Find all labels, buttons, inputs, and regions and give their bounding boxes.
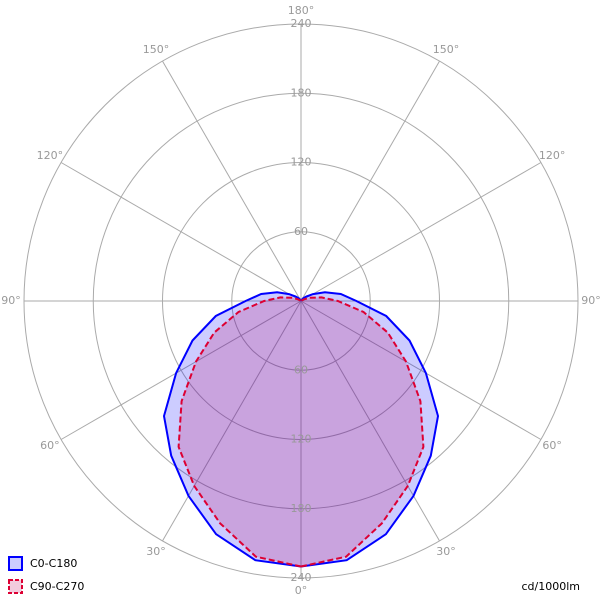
legend-swatch xyxy=(8,556,23,571)
spoke xyxy=(162,60,302,302)
area xyxy=(301,292,438,567)
spoke xyxy=(60,162,302,302)
ring-label: 240 xyxy=(291,17,312,30)
spoke xyxy=(300,60,440,302)
ring-label: 240 xyxy=(291,571,312,584)
angle-label: 120° xyxy=(37,149,64,162)
angle-label: 120° xyxy=(539,149,566,162)
angle-label: 30° xyxy=(436,545,456,558)
legend-label: C0-C180 xyxy=(30,557,77,570)
angle-label: 0° xyxy=(295,584,308,597)
curve xyxy=(162,291,302,568)
angle-label: 150° xyxy=(433,43,460,56)
angle-label: 60° xyxy=(542,439,562,452)
angle-label: 150° xyxy=(143,43,170,56)
angle-label: 60° xyxy=(40,439,60,452)
angle-label: 180° xyxy=(288,4,315,17)
spoke xyxy=(300,300,440,542)
spoke xyxy=(162,300,302,542)
spoke xyxy=(300,162,542,302)
ring-label: 120 xyxy=(291,156,312,169)
area xyxy=(301,297,424,567)
legend-label: C90-C270 xyxy=(30,580,84,593)
ring-label: 180 xyxy=(291,86,312,99)
spoke xyxy=(60,300,302,440)
curve xyxy=(177,296,302,568)
ring-label: 60 xyxy=(294,363,308,376)
ring-label: 60 xyxy=(294,225,308,238)
area xyxy=(164,292,301,567)
angle-label: 30° xyxy=(146,545,166,558)
curve xyxy=(300,291,440,568)
unit-label: cd/1000lm xyxy=(521,580,580,593)
legend-swatch xyxy=(8,579,23,594)
angle-label: 90° xyxy=(581,294,601,307)
area xyxy=(178,297,301,567)
spoke xyxy=(300,300,542,440)
curve xyxy=(300,296,425,568)
ring-label: 180 xyxy=(291,502,312,515)
angle-label: 90° xyxy=(1,294,21,307)
ring-label: 120 xyxy=(291,433,312,446)
